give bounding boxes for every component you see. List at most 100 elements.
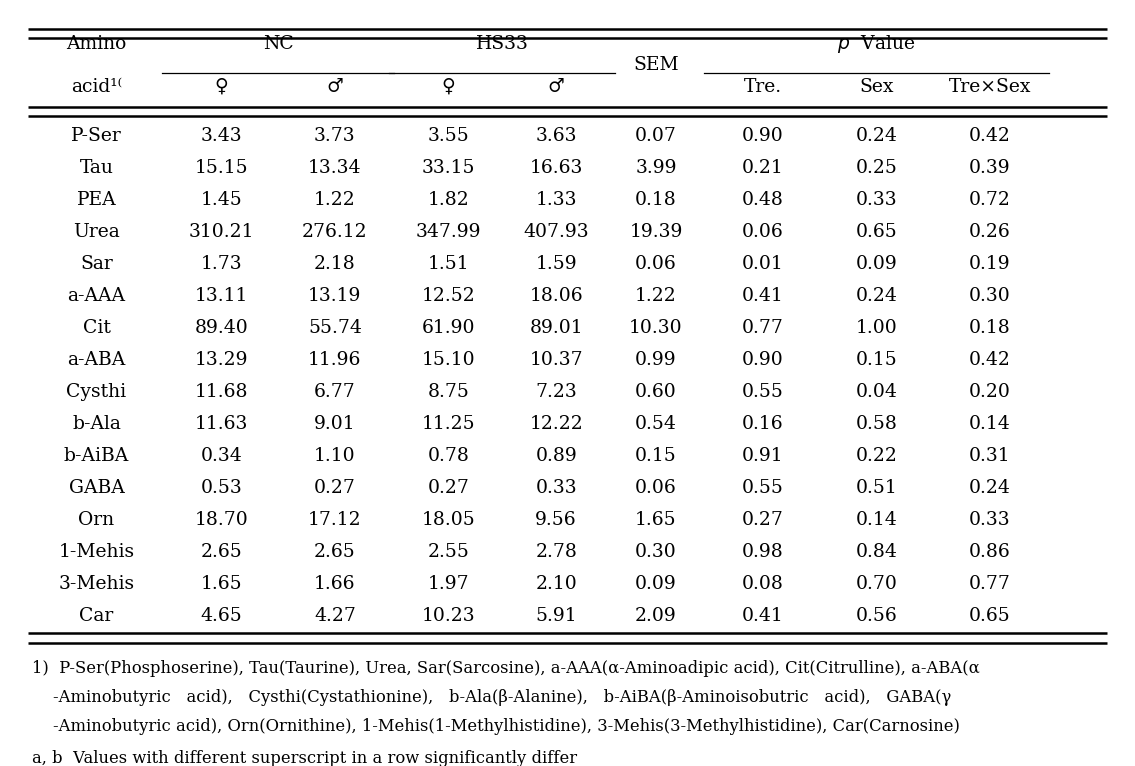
Text: 1.51: 1.51 bbox=[428, 254, 469, 273]
Text: 0.22: 0.22 bbox=[856, 447, 897, 465]
Text: Cysthi: Cysthi bbox=[67, 383, 126, 401]
Text: 347.99: 347.99 bbox=[415, 223, 481, 241]
Text: 0.48: 0.48 bbox=[742, 191, 783, 208]
Text: 0.27: 0.27 bbox=[428, 479, 469, 497]
Text: 1.65: 1.65 bbox=[201, 575, 242, 593]
Text: 2.65: 2.65 bbox=[201, 543, 242, 561]
Text: 61.90: 61.90 bbox=[421, 319, 476, 337]
Text: 0.07: 0.07 bbox=[636, 126, 676, 145]
Text: 15.10: 15.10 bbox=[421, 351, 476, 368]
Text: 11.68: 11.68 bbox=[194, 383, 249, 401]
Text: 1.10: 1.10 bbox=[314, 447, 355, 465]
Text: 0.27: 0.27 bbox=[314, 479, 355, 497]
Text: Amino: Amino bbox=[66, 35, 127, 54]
Text: 0.14: 0.14 bbox=[969, 414, 1010, 433]
Text: 11.96: 11.96 bbox=[308, 351, 362, 368]
Text: acid¹⁽: acid¹⁽ bbox=[70, 77, 123, 96]
Text: 0.56: 0.56 bbox=[856, 607, 897, 625]
Text: 55.74: 55.74 bbox=[308, 319, 362, 337]
Text: 3.55: 3.55 bbox=[428, 126, 469, 145]
Text: 0.70: 0.70 bbox=[856, 575, 897, 593]
Text: 1.65: 1.65 bbox=[636, 511, 676, 529]
Text: 3-Mehis: 3-Mehis bbox=[58, 575, 135, 593]
Text: 5.91: 5.91 bbox=[536, 607, 577, 625]
Text: 4.65: 4.65 bbox=[201, 607, 242, 625]
Text: 0.25: 0.25 bbox=[856, 159, 897, 176]
Text: 11.25: 11.25 bbox=[421, 414, 476, 433]
Text: 19.39: 19.39 bbox=[629, 223, 683, 241]
Text: 0.06: 0.06 bbox=[636, 479, 676, 497]
Text: 0.30: 0.30 bbox=[636, 543, 676, 561]
Text: 0.98: 0.98 bbox=[742, 543, 783, 561]
Text: 2.18: 2.18 bbox=[314, 254, 355, 273]
Text: 0.90: 0.90 bbox=[742, 351, 783, 368]
Text: SEM: SEM bbox=[633, 57, 679, 74]
Text: 4.27: 4.27 bbox=[314, 607, 355, 625]
Text: Urea: Urea bbox=[73, 223, 120, 241]
Text: 0.55: 0.55 bbox=[742, 479, 783, 497]
Text: 0.65: 0.65 bbox=[969, 607, 1010, 625]
Text: $p$  Value: $p$ Value bbox=[836, 34, 916, 55]
Text: 33.15: 33.15 bbox=[421, 159, 476, 176]
Text: 13.19: 13.19 bbox=[308, 286, 362, 305]
Text: 310.21: 310.21 bbox=[188, 223, 254, 241]
Text: 0.21: 0.21 bbox=[742, 159, 783, 176]
Text: 8.75: 8.75 bbox=[428, 383, 469, 401]
Text: 18.05: 18.05 bbox=[421, 511, 476, 529]
Text: 0.15: 0.15 bbox=[636, 447, 676, 465]
Text: 0.09: 0.09 bbox=[856, 254, 897, 273]
Text: 1.33: 1.33 bbox=[536, 191, 577, 208]
Text: 17.12: 17.12 bbox=[308, 511, 362, 529]
Text: ♀: ♀ bbox=[442, 77, 455, 96]
Text: 10.23: 10.23 bbox=[421, 607, 476, 625]
Text: 0.24: 0.24 bbox=[856, 126, 897, 145]
Text: b-Ala: b-Ala bbox=[72, 414, 121, 433]
Text: P-Ser: P-Ser bbox=[72, 126, 121, 145]
Text: 276.12: 276.12 bbox=[302, 223, 368, 241]
Text: 0.41: 0.41 bbox=[742, 286, 783, 305]
Text: 0.60: 0.60 bbox=[636, 383, 676, 401]
Text: 0.34: 0.34 bbox=[201, 447, 242, 465]
Text: GABA: GABA bbox=[68, 479, 125, 497]
Text: 407.93: 407.93 bbox=[523, 223, 589, 241]
Text: Sex: Sex bbox=[859, 77, 893, 96]
Text: a-AAA: a-AAA bbox=[67, 286, 126, 305]
Text: 2.55: 2.55 bbox=[428, 543, 469, 561]
Text: 1)  P-Ser(Phosphoserine), Tau(Taurine), Urea, Sar(Sarcosine), a-AAA(α-Aminoadipi: 1) P-Ser(Phosphoserine), Tau(Taurine), U… bbox=[32, 660, 980, 676]
Text: 3.43: 3.43 bbox=[201, 126, 242, 145]
Text: 0.65: 0.65 bbox=[856, 223, 897, 241]
Text: 0.20: 0.20 bbox=[969, 383, 1010, 401]
Text: 10.30: 10.30 bbox=[629, 319, 683, 337]
Text: ♂: ♂ bbox=[548, 77, 564, 96]
Text: 0.14: 0.14 bbox=[856, 511, 897, 529]
Text: NC: NC bbox=[262, 35, 294, 54]
Text: 89.01: 89.01 bbox=[529, 319, 583, 337]
Text: 0.78: 0.78 bbox=[428, 447, 469, 465]
Text: Tau: Tau bbox=[79, 159, 114, 176]
Text: 2.09: 2.09 bbox=[636, 607, 676, 625]
Text: 1.82: 1.82 bbox=[428, 191, 469, 208]
Text: 9.56: 9.56 bbox=[536, 511, 577, 529]
Text: 1.59: 1.59 bbox=[536, 254, 577, 273]
Text: 89.40: 89.40 bbox=[194, 319, 249, 337]
Text: 0.30: 0.30 bbox=[969, 286, 1010, 305]
Text: 9.01: 9.01 bbox=[314, 414, 355, 433]
Text: 12.52: 12.52 bbox=[421, 286, 476, 305]
Text: 0.18: 0.18 bbox=[969, 319, 1010, 337]
Text: 0.53: 0.53 bbox=[201, 479, 242, 497]
Text: 0.89: 0.89 bbox=[536, 447, 577, 465]
Text: 0.42: 0.42 bbox=[969, 351, 1010, 368]
Text: Cit: Cit bbox=[83, 319, 110, 337]
Text: 0.31: 0.31 bbox=[969, 447, 1010, 465]
Text: 0.26: 0.26 bbox=[969, 223, 1010, 241]
Text: 0.04: 0.04 bbox=[856, 383, 897, 401]
Text: 0.16: 0.16 bbox=[742, 414, 783, 433]
Text: 0.24: 0.24 bbox=[969, 479, 1010, 497]
Text: 18.70: 18.70 bbox=[194, 511, 249, 529]
Text: Orn: Orn bbox=[78, 511, 115, 529]
Text: 0.90: 0.90 bbox=[742, 126, 783, 145]
Text: 0.24: 0.24 bbox=[856, 286, 897, 305]
Text: 13.34: 13.34 bbox=[308, 159, 362, 176]
Text: 2.10: 2.10 bbox=[536, 575, 577, 593]
Text: -Aminobutyric   acid),   Cysthi(Cystathionine),   b-Ala(β-Alanine),   b-AiBA(β-A: -Aminobutyric acid), Cysthi(Cystathionin… bbox=[32, 689, 951, 705]
